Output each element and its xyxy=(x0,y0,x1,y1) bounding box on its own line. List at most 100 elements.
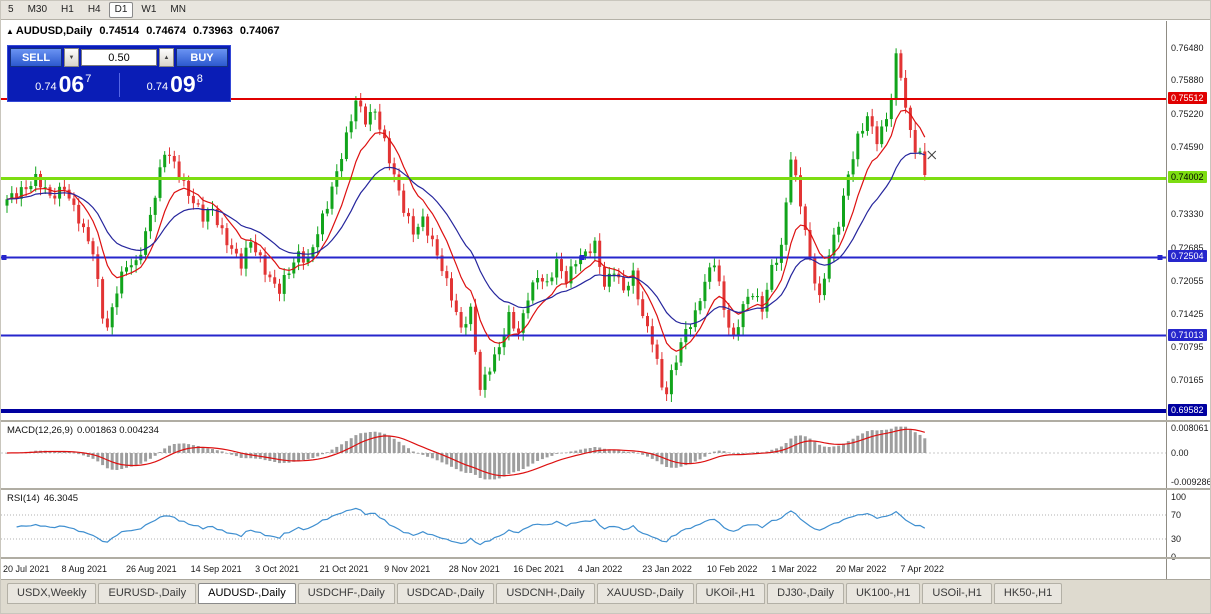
chart-ohlc-title: ▲ AUDUSD,Daily 0.74514 0.74674 0.73963 0.… xyxy=(6,25,284,37)
macd-axis-label: 0.00 xyxy=(1171,448,1189,458)
price-tick-label: 0.73330 xyxy=(1171,208,1204,219)
buy-price-display[interactable]: 0.74 09 8 xyxy=(120,70,231,97)
date-label: 7 Apr 2022 xyxy=(900,564,944,574)
price-tick-label: 0.75220 xyxy=(1171,109,1204,120)
price-tick-label: 0.70795 xyxy=(1171,342,1204,353)
date-label: 20 Jul 2021 xyxy=(3,564,50,574)
price-axis[interactable]: 0.76480 0.75880 0.75220 0.74590 0.73330 0.726… xyxy=(1166,21,1211,579)
macd-signal-line xyxy=(6,428,925,477)
price-tick-label: 0.70165 xyxy=(1171,375,1204,386)
buy-button[interactable]: BUY xyxy=(176,48,228,67)
price-line-badge: 0.72504 xyxy=(1168,250,1207,263)
sell-button[interactable]: SELL xyxy=(10,48,62,67)
sell-price-pip: 7 xyxy=(85,72,92,85)
one-click-trading-panel: SELL ▼ ▲ BUY 0.74 06 7 0.74 09 8 xyxy=(7,45,231,102)
ohlc-high: 0.74674 xyxy=(146,25,186,37)
rsi-label: RSI(14) 46.3045 xyxy=(7,493,79,504)
date-label: 8 Aug 2021 xyxy=(61,564,108,574)
sell-price-display[interactable]: 0.74 06 7 xyxy=(8,70,119,97)
collapse-arrow-icon[interactable]: ▲ xyxy=(6,27,14,36)
date-label: 23 Jan 2022 xyxy=(642,564,692,574)
price-tick-label: 0.72055 xyxy=(1171,275,1204,286)
buy-price-big: 09 xyxy=(170,70,196,97)
chart-tab-eurusd-daily[interactable]: EURUSD-,Daily xyxy=(98,583,197,604)
chart-tab-dj30-daily[interactable]: DJ30-,Daily xyxy=(767,583,844,604)
line-handle[interactable] xyxy=(1157,254,1163,260)
date-label: 3 Oct 2021 xyxy=(255,564,300,574)
chart-tab-usdx-weekly[interactable]: USDX,Weekly xyxy=(7,583,97,604)
timeframe-button-H4[interactable]: H4 xyxy=(87,4,101,15)
macd-axis-label: 0.008061 xyxy=(1171,423,1209,433)
chart-tab-usoil-h1[interactable]: USOil-,H1 xyxy=(922,583,992,604)
line-handle[interactable] xyxy=(579,254,585,260)
chart-tab-hk50-h1[interactable]: HK50-,H1 xyxy=(993,583,1063,604)
price-tick-label: 0.74590 xyxy=(1171,142,1204,153)
timeframe-button-D1[interactable]: D1 xyxy=(108,2,134,18)
sell-price-big: 06 xyxy=(58,70,85,97)
buy-price-pip: 8 xyxy=(196,72,203,85)
date-label: 16 Dec 2021 xyxy=(513,564,565,574)
chevron-up-icon: ▲ xyxy=(163,54,170,61)
timeframe-button-H1[interactable]: H1 xyxy=(61,4,74,15)
sell-price-base: 0.74 xyxy=(35,80,57,93)
price-tick-label: 0.72685 xyxy=(1171,242,1204,253)
date-label: 21 Oct 2021 xyxy=(319,564,369,574)
horizontal-lines-layer xyxy=(1,97,1167,413)
macd-indicator-pane[interactable] xyxy=(1,422,1167,488)
ma-slow-line xyxy=(6,152,926,325)
chart-tab-usdcad-daily[interactable]: USDCAD-,Daily xyxy=(396,583,495,604)
chevron-down-icon: ▼ xyxy=(68,54,75,61)
chart-tab-usdchf-daily[interactable]: USDCHF-,Daily xyxy=(297,583,395,604)
candlestick-chart[interactable] xyxy=(1,21,1167,420)
rsi-axis-label: 100 xyxy=(1171,492,1187,502)
candles-layer xyxy=(5,48,927,402)
price-tick-label: 0.71425 xyxy=(1171,309,1204,320)
timeframe-button-W1[interactable]: W1 xyxy=(141,4,157,15)
ohlc-close: 0.74067 xyxy=(239,25,280,37)
date-label: 1 Mar 2022 xyxy=(771,564,817,574)
timeframe-button-M30[interactable]: M30 xyxy=(27,4,48,15)
crosshair-marker xyxy=(927,150,937,160)
price-tick-label: 0.75880 xyxy=(1171,74,1204,85)
timeframe-button-MN[interactable]: MN xyxy=(170,4,186,15)
macd-histogram xyxy=(5,426,927,480)
price-line-badge: 0.71013 xyxy=(1168,328,1207,341)
price-tick-label: 0.76480 xyxy=(1171,43,1204,53)
chart-symbol-label: AUDUSD,Daily xyxy=(15,25,93,37)
chart-tab-usdcnh-daily[interactable]: USDCNH-,Daily xyxy=(496,583,595,604)
chart-tab-ukoil-h1[interactable]: UKOil-,H1 xyxy=(695,583,766,604)
timeframe-button-5[interactable]: 5 xyxy=(8,4,14,15)
timeframe-toolbar: 5 M30 H1 H4 D1 W1 MN xyxy=(1,1,1210,20)
date-label: 10 Feb 2022 xyxy=(706,564,758,574)
rsi-axis-label: 70 xyxy=(1171,510,1182,520)
ohlc-low: 0.73963 xyxy=(193,25,233,37)
volume-input[interactable] xyxy=(81,49,157,66)
price-line-badge: 0.74002 xyxy=(1168,171,1207,184)
pane-separator xyxy=(1,557,1210,559)
date-label: 26 Aug 2021 xyxy=(126,564,177,574)
pane-separator[interactable] xyxy=(1,420,1210,422)
ma-fast-line xyxy=(6,109,926,352)
rsi-line xyxy=(16,507,926,546)
chart-tab-xauusd-daily[interactable]: XAUUSD-,Daily xyxy=(596,583,694,604)
price-line-badge: 0.75512 xyxy=(1168,91,1207,104)
rsi-axis-label: 30 xyxy=(1171,534,1182,544)
time-axis[interactable]: 20 Jul 2021 8 Aug 2021 26 Aug 2021 14 Sep 2… xyxy=(1,559,1166,579)
chart-tab-uk100-h1[interactable]: UK100-,H1 xyxy=(845,583,921,604)
pane-separator[interactable] xyxy=(1,488,1210,490)
date-label: 20 Mar 2022 xyxy=(835,564,887,574)
chart-tab-audusd-daily[interactable]: AUDUSD-,Daily xyxy=(198,583,296,604)
volume-increase-button[interactable]: ▲ xyxy=(159,48,174,67)
chart-tabs: USDX,Weekly EURUSD-,Daily AUDUSD-,Daily USD… xyxy=(1,579,1210,613)
buy-price-base: 0.74 xyxy=(146,80,169,93)
volume-decrease-button[interactable]: ▼ xyxy=(64,48,79,67)
macd-axis-label: -0.009286 xyxy=(1171,476,1211,487)
price-line-badge: 0.69582 xyxy=(1168,404,1207,417)
rsi-indicator-pane[interactable] xyxy=(1,490,1167,557)
line-handle[interactable] xyxy=(1,254,7,260)
ohlc-open: 0.74514 xyxy=(99,25,140,37)
date-label: 9 Nov 2021 xyxy=(384,564,431,574)
date-label: 4 Jan 2022 xyxy=(577,564,623,574)
date-label: 14 Sep 2021 xyxy=(190,564,242,574)
